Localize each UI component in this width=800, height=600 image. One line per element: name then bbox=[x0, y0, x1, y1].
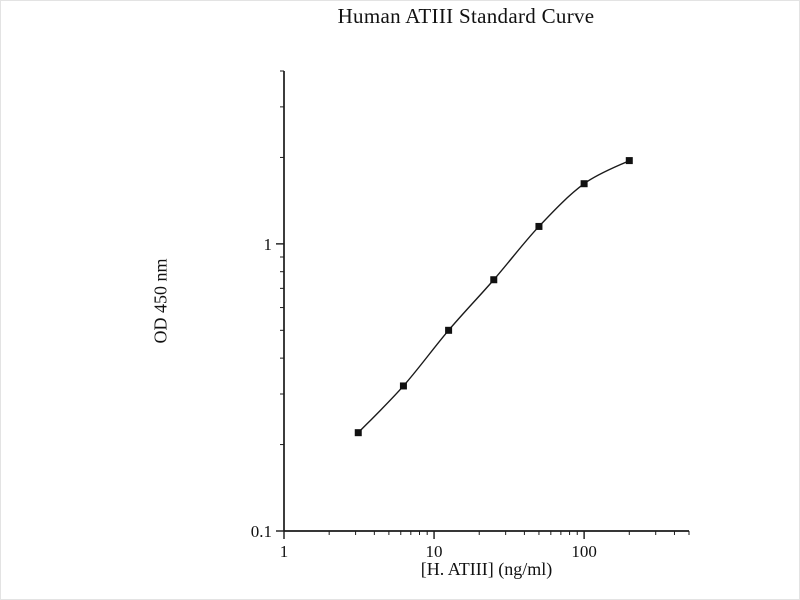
data-point-marker bbox=[354, 429, 362, 437]
x-tick-label: 100 bbox=[571, 542, 597, 561]
curve-line bbox=[357, 159, 630, 434]
x-tick-label: 1 bbox=[280, 542, 289, 561]
y-tick-label: 0.1 bbox=[251, 522, 272, 541]
data-point-marker bbox=[535, 222, 543, 230]
data-point-marker bbox=[625, 157, 633, 165]
data-point-marker bbox=[580, 180, 588, 188]
x-axis-label: [H. ATIII] (ng/ml) bbox=[420, 559, 553, 579]
data-point-marker bbox=[445, 326, 453, 334]
data-point-marker bbox=[399, 382, 407, 390]
x-tick-label: 10 bbox=[426, 542, 443, 561]
chart-title: Human ATIII Standard Curve bbox=[337, 4, 595, 28]
y-tick-label: 1 bbox=[264, 235, 273, 254]
data-point-marker bbox=[490, 276, 498, 284]
